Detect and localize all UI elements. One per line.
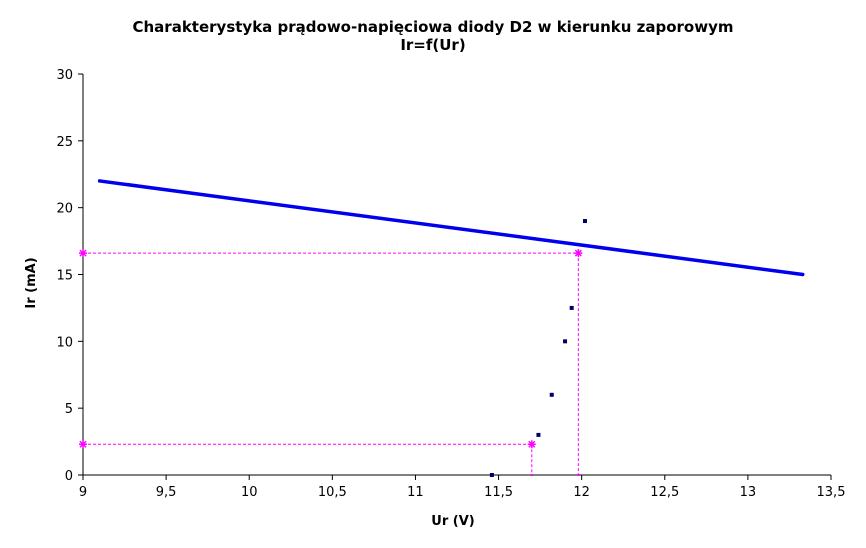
x-tick-label: 10,5 xyxy=(318,485,347,500)
data-point xyxy=(582,219,587,224)
ticks: 9 9,5 10 10,5 11 11,5 12 12,5 13 13,5 0 5 10 15 20 25 30 xyxy=(56,68,845,500)
annotation-marker xyxy=(79,249,87,258)
data-point xyxy=(536,432,541,437)
annotation-marker xyxy=(527,440,536,449)
chart-title: Charakterystyka prądowo-napięciowa diody… xyxy=(132,18,734,36)
data-point xyxy=(569,305,574,310)
annotation-marker xyxy=(574,249,583,258)
y-tick-label: 25 xyxy=(56,135,73,150)
chart-subtitle: Ir=f(Ur) xyxy=(400,36,466,54)
annotation-lines xyxy=(79,249,583,476)
y-tick-label: 5 xyxy=(65,402,73,417)
y-tick-label: 0 xyxy=(65,469,73,484)
x-tick-label: 9 xyxy=(79,485,87,500)
x-tick-label: 9,5 xyxy=(156,485,177,500)
y-tick-label: 30 xyxy=(56,68,73,83)
x-tick-label: 13 xyxy=(740,485,757,500)
x-tick-label: 12 xyxy=(573,485,590,500)
trend-line xyxy=(97,179,805,277)
y-tick-label: 20 xyxy=(56,202,73,217)
data-point xyxy=(549,392,554,397)
marker-stroke xyxy=(528,440,536,448)
x-tick-label: 13,5 xyxy=(817,485,846,500)
x-tick-label: 10 xyxy=(241,485,258,500)
data-point xyxy=(489,473,494,477)
marker-stroke xyxy=(79,440,87,448)
x-tick-label: 11 xyxy=(407,485,424,500)
marker-stroke xyxy=(79,249,87,257)
marker-stroke xyxy=(574,249,582,257)
annotation-marker xyxy=(79,440,87,449)
y-axis-label: Ir (mA) xyxy=(24,257,39,308)
x-tick-label: 11,5 xyxy=(484,485,513,500)
series xyxy=(97,179,805,477)
data-point xyxy=(563,339,568,344)
y-tick-label: 15 xyxy=(56,269,73,284)
x-tick-label: 12,5 xyxy=(650,485,679,500)
x-axis-label: Ur (V) xyxy=(431,514,474,529)
y-tick-label: 10 xyxy=(56,335,73,350)
